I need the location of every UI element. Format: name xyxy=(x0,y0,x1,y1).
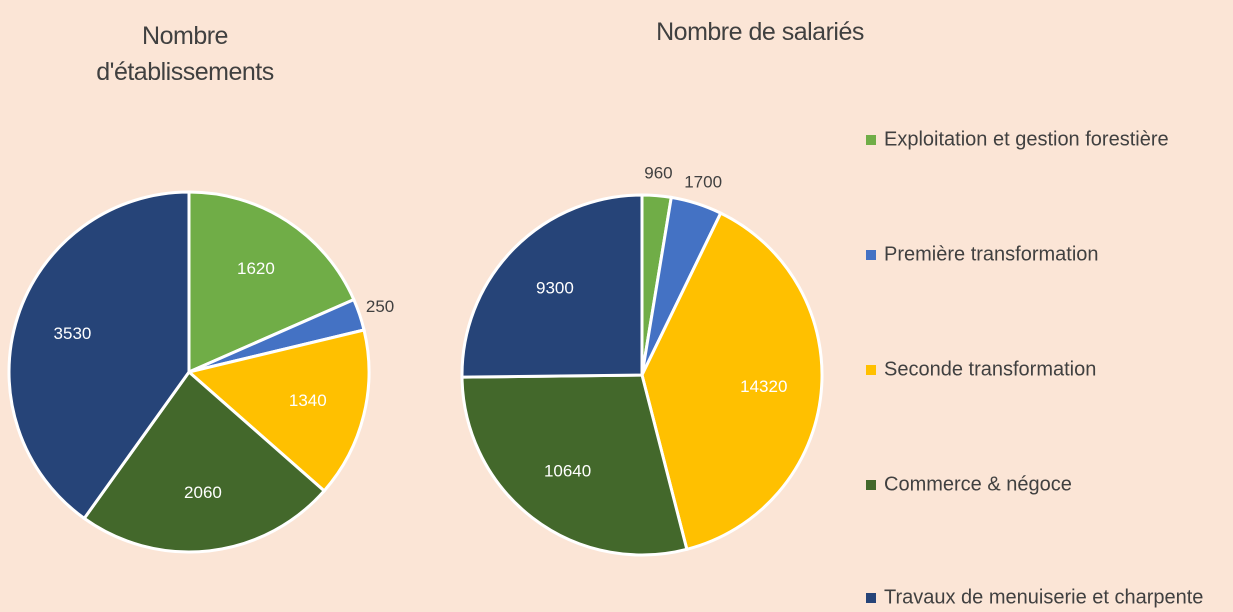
legend-label: Commerce & négoce xyxy=(884,473,1072,495)
legend-swatch xyxy=(866,365,876,375)
pie-slice xyxy=(460,193,644,379)
data-label: 9300 xyxy=(536,278,574,297)
pie-slice xyxy=(460,373,689,557)
legend-swatch xyxy=(866,480,876,490)
legend-label: Exploitation et gestion forestière xyxy=(884,128,1169,150)
legend-label: Seconde transformation xyxy=(884,358,1096,380)
data-label: 250 xyxy=(366,297,394,316)
legend-label: Première transformation xyxy=(884,243,1099,265)
data-label: 960 xyxy=(644,164,672,183)
pie-slice xyxy=(7,190,191,521)
data-label: 3530 xyxy=(54,324,92,343)
data-label: 2060 xyxy=(184,483,222,502)
data-label: 1340 xyxy=(289,391,327,410)
data-label: 1700 xyxy=(684,172,722,191)
pie-slice xyxy=(82,369,327,554)
data-label: 14320 xyxy=(740,377,787,396)
pie-slice xyxy=(185,328,371,493)
pie-slice xyxy=(187,190,356,375)
chart-title: Nombre d'établissements xyxy=(96,22,274,86)
pie-slice xyxy=(640,211,824,552)
legend-swatch xyxy=(866,135,876,145)
legend-swatch xyxy=(866,250,876,260)
chart-title: Nombre de salariés xyxy=(656,18,864,46)
data-label: 10640 xyxy=(544,462,591,481)
legend-label: Travaux de menuiserie et charpente xyxy=(884,586,1203,608)
data-label: 1620 xyxy=(237,259,275,278)
legend-swatch xyxy=(866,593,876,603)
